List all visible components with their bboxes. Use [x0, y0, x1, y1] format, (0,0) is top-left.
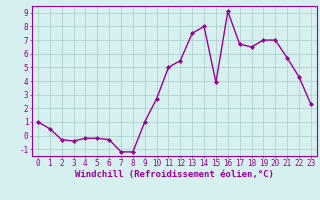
X-axis label: Windchill (Refroidissement éolien,°C): Windchill (Refroidissement éolien,°C): [75, 170, 274, 179]
